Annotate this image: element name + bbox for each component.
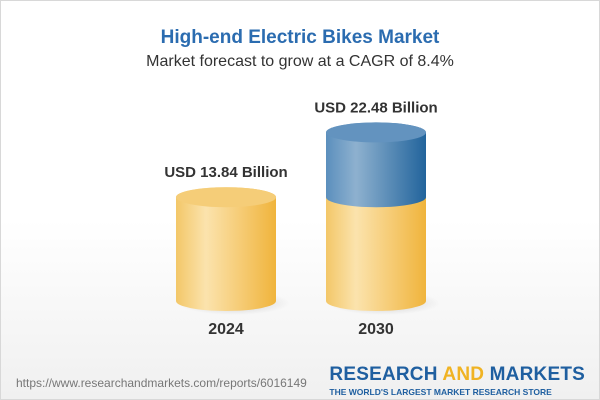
source-url[interactable]: https://www.researchandmarkets.com/repor… bbox=[16, 376, 307, 390]
bar-segment bbox=[176, 187, 276, 311]
bar-base-segment bbox=[326, 187, 426, 311]
category-label: 2030 bbox=[358, 321, 394, 338]
data-label: USD 22.48 Billion bbox=[314, 99, 437, 116]
category-label: 2024 bbox=[208, 321, 244, 338]
research-and-markets-logo: RESEARCH AND MARKETS THE WORLD'S LARGEST… bbox=[329, 364, 585, 397]
bar-top bbox=[326, 122, 426, 143]
bar-top bbox=[176, 187, 276, 208]
logo-tagline: THE WORLD'S LARGEST MARKET RESEARCH STOR… bbox=[329, 387, 552, 397]
chart-subtitle: Market forecast to grow at a CAGR of 8.4… bbox=[146, 53, 454, 70]
chart-title: High-end Electric Bikes Market bbox=[160, 27, 440, 48]
data-label: USD 13.84 Billion bbox=[164, 164, 287, 181]
bar-growth-segment bbox=[326, 122, 426, 208]
cylinder-chart: USD 13.84 Billion 2024 USD 22.48 Billion 20… bbox=[164, 99, 440, 338]
